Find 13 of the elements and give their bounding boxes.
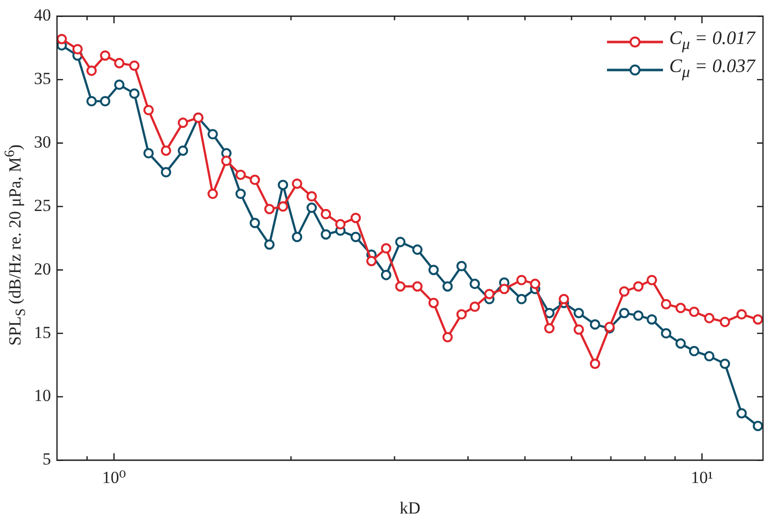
x-tick-label: 10¹ — [690, 468, 714, 487]
y-tick-label: 15 — [34, 322, 51, 342]
y-tick-label: 40 — [34, 6, 51, 25]
y-tick-label: 5 — [42, 450, 51, 469]
y-tick-label: 30 — [34, 132, 51, 152]
x-axis-title: kD — [400, 498, 420, 518]
x-tick-label: 10⁰ — [102, 468, 126, 487]
y-tick-label: 10 — [34, 386, 51, 406]
legend-label: C$_{μ}$ = 0.017 — [669, 28, 755, 55]
y-tick-label: 20 — [34, 259, 51, 278]
y-tick-label: 25 — [34, 196, 51, 215]
y-tick-label: 35 — [34, 69, 51, 88]
legend-label: C$_{μ}$ = 0.037 — [669, 56, 755, 83]
